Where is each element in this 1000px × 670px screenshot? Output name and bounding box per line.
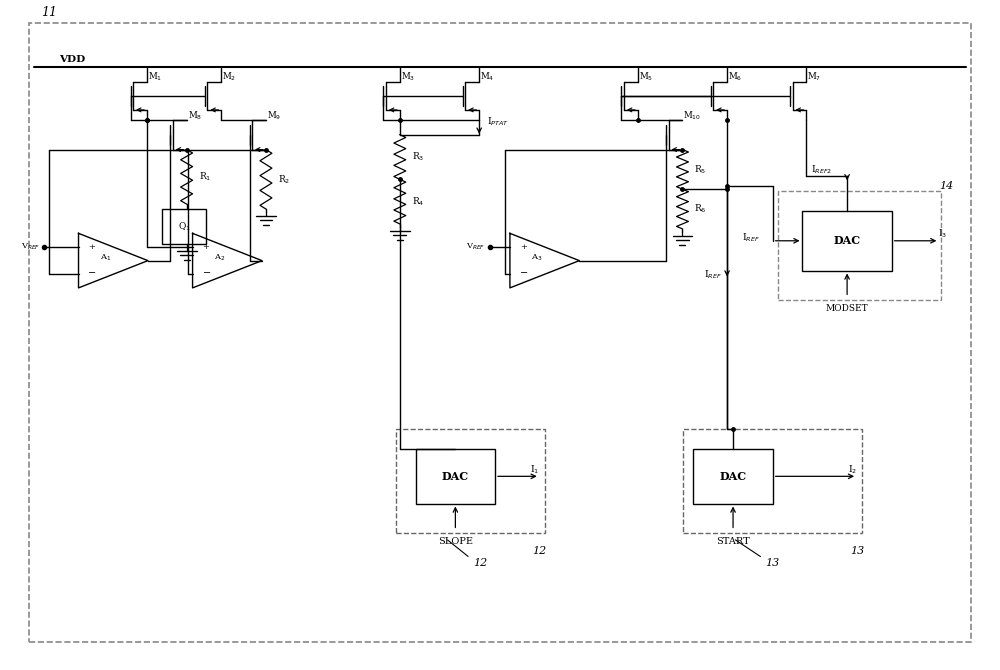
- Text: R$_5$: R$_5$: [694, 163, 707, 176]
- Bar: [693, 449, 773, 504]
- Text: I$_2$: I$_2$: [848, 463, 857, 476]
- Bar: [416, 449, 495, 504]
- Bar: [683, 429, 862, 533]
- Text: SLOPE: SLOPE: [438, 537, 473, 546]
- Text: 14: 14: [939, 182, 953, 191]
- Text: M$_2$: M$_2$: [222, 71, 237, 83]
- Text: R$_2$: R$_2$: [278, 173, 290, 186]
- Text: 12: 12: [473, 558, 487, 568]
- Text: −: −: [88, 269, 97, 278]
- Text: I$_3$: I$_3$: [938, 228, 947, 240]
- Text: DAC: DAC: [442, 471, 469, 482]
- Text: M$_1$: M$_1$: [148, 71, 162, 83]
- Bar: [396, 429, 545, 533]
- Text: A$_2$: A$_2$: [214, 253, 225, 263]
- Text: 11: 11: [41, 6, 57, 19]
- Text: −: −: [520, 269, 528, 278]
- Text: −: −: [202, 269, 211, 278]
- Text: 12: 12: [533, 546, 547, 556]
- Text: +: +: [88, 243, 95, 251]
- Text: M$_5$: M$_5$: [639, 71, 653, 83]
- Text: A$_3$: A$_3$: [531, 253, 542, 263]
- Text: DAC: DAC: [834, 235, 861, 247]
- Text: I$_{REF}$: I$_{REF}$: [704, 268, 722, 281]
- Text: M$_9$: M$_9$: [267, 110, 281, 122]
- Text: VDD: VDD: [59, 55, 85, 64]
- Text: I$_{PTAT}$: I$_{PTAT}$: [487, 115, 509, 128]
- Text: START: START: [716, 537, 750, 546]
- Text: M$_4$: M$_4$: [480, 71, 495, 83]
- Text: M$_8$: M$_8$: [188, 110, 202, 122]
- Text: I$_{REF2}$: I$_{REF2}$: [811, 163, 832, 176]
- Text: DAC: DAC: [719, 471, 747, 482]
- Text: M$_3$: M$_3$: [401, 71, 415, 83]
- Text: M$_7$: M$_7$: [807, 71, 822, 83]
- Bar: [802, 211, 892, 271]
- Text: R$_1$: R$_1$: [199, 171, 211, 183]
- Text: R$_4$: R$_4$: [412, 196, 424, 208]
- Text: I$_1$: I$_1$: [530, 463, 539, 476]
- Text: R$_6$: R$_6$: [694, 203, 707, 215]
- Text: M$_{10}$: M$_{10}$: [683, 110, 702, 122]
- Text: MODSET: MODSET: [826, 304, 868, 313]
- Text: 13: 13: [766, 558, 780, 568]
- Text: M$_6$: M$_6$: [728, 71, 742, 83]
- Text: I$_{REF}$: I$_{REF}$: [742, 232, 760, 244]
- Text: Q$_1$: Q$_1$: [178, 220, 191, 232]
- Text: +: +: [520, 243, 527, 251]
- Bar: [778, 191, 941, 300]
- Text: A$_1$: A$_1$: [100, 253, 111, 263]
- Text: 13: 13: [850, 546, 864, 556]
- Text: R$_3$: R$_3$: [412, 151, 424, 163]
- Text: +: +: [202, 243, 209, 251]
- Bar: [162, 209, 206, 244]
- Text: V$_{REF}$: V$_{REF}$: [466, 242, 485, 252]
- Text: V$_{REF}$: V$_{REF}$: [21, 242, 41, 252]
